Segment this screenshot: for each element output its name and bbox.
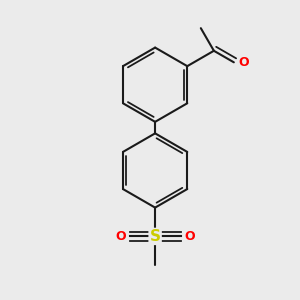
Text: O: O (238, 56, 249, 69)
Text: S: S (150, 229, 160, 244)
Text: O: O (184, 230, 195, 243)
Text: O: O (115, 230, 126, 243)
